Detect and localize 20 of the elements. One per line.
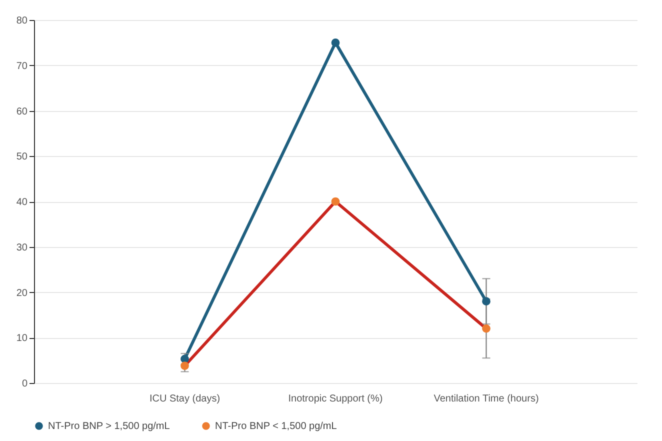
y-tick-label: 0 [22,378,28,390]
x-tick-label: Inotropic Support (%) [288,394,383,404]
y-tick-label: 70 [16,60,28,72]
y-tick-label: 40 [16,197,28,208]
point [180,362,189,370]
y-tick-label: 30 [16,242,28,254]
x-tick-label: Ventilation Time (hours) [434,394,539,404]
point [482,297,490,306]
y-tick-label: 10 [16,333,28,344]
y-tick-label: 50 [16,152,28,163]
legend-label: NT-Pro BNP > 1,500 pg/mL [48,421,170,432]
y-tick-label: 60 [16,106,28,118]
point [331,197,340,206]
legend-label: NT-Pro BNP < 1,500 pg/mL [215,421,338,432]
y-tick-label: 80 [16,16,28,26]
point [482,324,490,333]
y-tick-label: 20 [16,288,28,299]
point [331,38,340,47]
point [180,354,189,364]
x-tick-label: ICU Stay (days) [149,394,220,404]
